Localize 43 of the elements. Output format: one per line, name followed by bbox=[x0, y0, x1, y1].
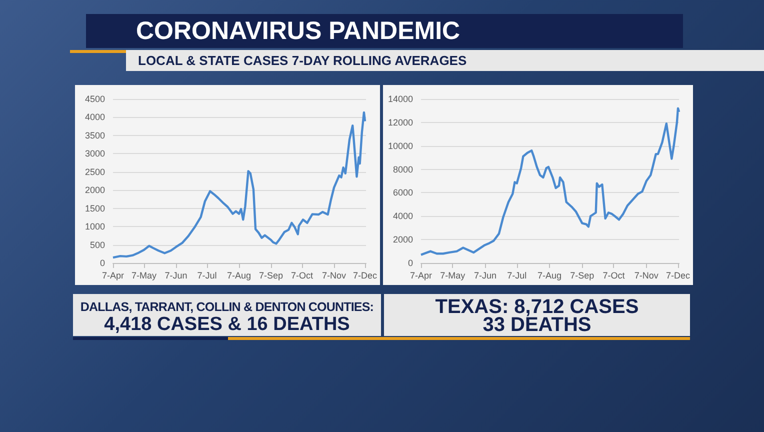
y-tick-label: 6000 bbox=[392, 188, 413, 198]
y-tick-label: 4000 bbox=[84, 112, 105, 122]
line-series bbox=[112, 111, 366, 259]
y-tick-label: 3500 bbox=[84, 130, 105, 140]
x-tick-label: 7-Aug bbox=[537, 270, 562, 280]
x-tick-label: 7-May bbox=[440, 270, 466, 280]
y-tick-label: 1000 bbox=[84, 222, 105, 232]
y-tick-label: 0 bbox=[408, 258, 413, 268]
y-tick-label: 500 bbox=[90, 240, 105, 250]
text: TEXAS: 8,712 CASES bbox=[434, 296, 640, 318]
x-tick-label: 7-Nov bbox=[322, 270, 347, 280]
y-tick-label: 2500 bbox=[84, 166, 105, 177]
y-tick-label: 3000 bbox=[84, 148, 105, 159]
y-tick-label: 14000 bbox=[388, 94, 413, 104]
text: DALLAS, TARRANT, COLLIN & DENTON COUNTIES: bbox=[79, 299, 375, 316]
x-tick-label: 7-Oct bbox=[602, 270, 626, 280]
chart-title: CORONAVIRUS PANDEMIC bbox=[86, 14, 683, 48]
x-tick-label: 7-May bbox=[131, 270, 157, 280]
y-tick-label: 2000 bbox=[392, 234, 413, 245]
x-tick-label: 7-Jul bbox=[197, 270, 217, 280]
x-tick-label: 7-Jun bbox=[474, 270, 497, 280]
x-tick-label: 7-Apr bbox=[102, 270, 124, 280]
x-tick-label: 7-Apr bbox=[410, 270, 432, 280]
y-tick-label: 4500 bbox=[84, 94, 105, 104]
y-tick-label: 2000 bbox=[84, 185, 105, 196]
x-tick-label: 7-Jun bbox=[164, 270, 188, 280]
x-tick-label: 7-Jul bbox=[507, 270, 527, 280]
x-tick-label: 7-Sep bbox=[570, 270, 594, 280]
x-tick-label: 7-Oct bbox=[290, 270, 314, 280]
x-tick-label: 7-Nov bbox=[634, 270, 659, 280]
line-series bbox=[420, 107, 680, 256]
y-tick-label: 10000 bbox=[388, 140, 413, 151]
y-tick-label: 12000 bbox=[388, 117, 413, 128]
text: 4,418 CASES & 16 DEATHS bbox=[103, 314, 351, 335]
y-tick-label: 1500 bbox=[84, 203, 105, 214]
y-tick-label: 4000 bbox=[392, 211, 413, 222]
x-tick-label: 7-Dec bbox=[666, 270, 690, 280]
x-tick-label: 7-Aug bbox=[226, 270, 252, 280]
x-tick-label: 7-Dec bbox=[352, 270, 378, 280]
y-tick-label: 0 bbox=[100, 258, 105, 268]
x-tick-label: 7-Sep bbox=[259, 270, 284, 280]
chart-subtitle: LOCAL & STATE CASES 7-DAY ROLLING AVERAGES bbox=[126, 50, 764, 71]
y-tick-label: 8000 bbox=[392, 164, 413, 174]
